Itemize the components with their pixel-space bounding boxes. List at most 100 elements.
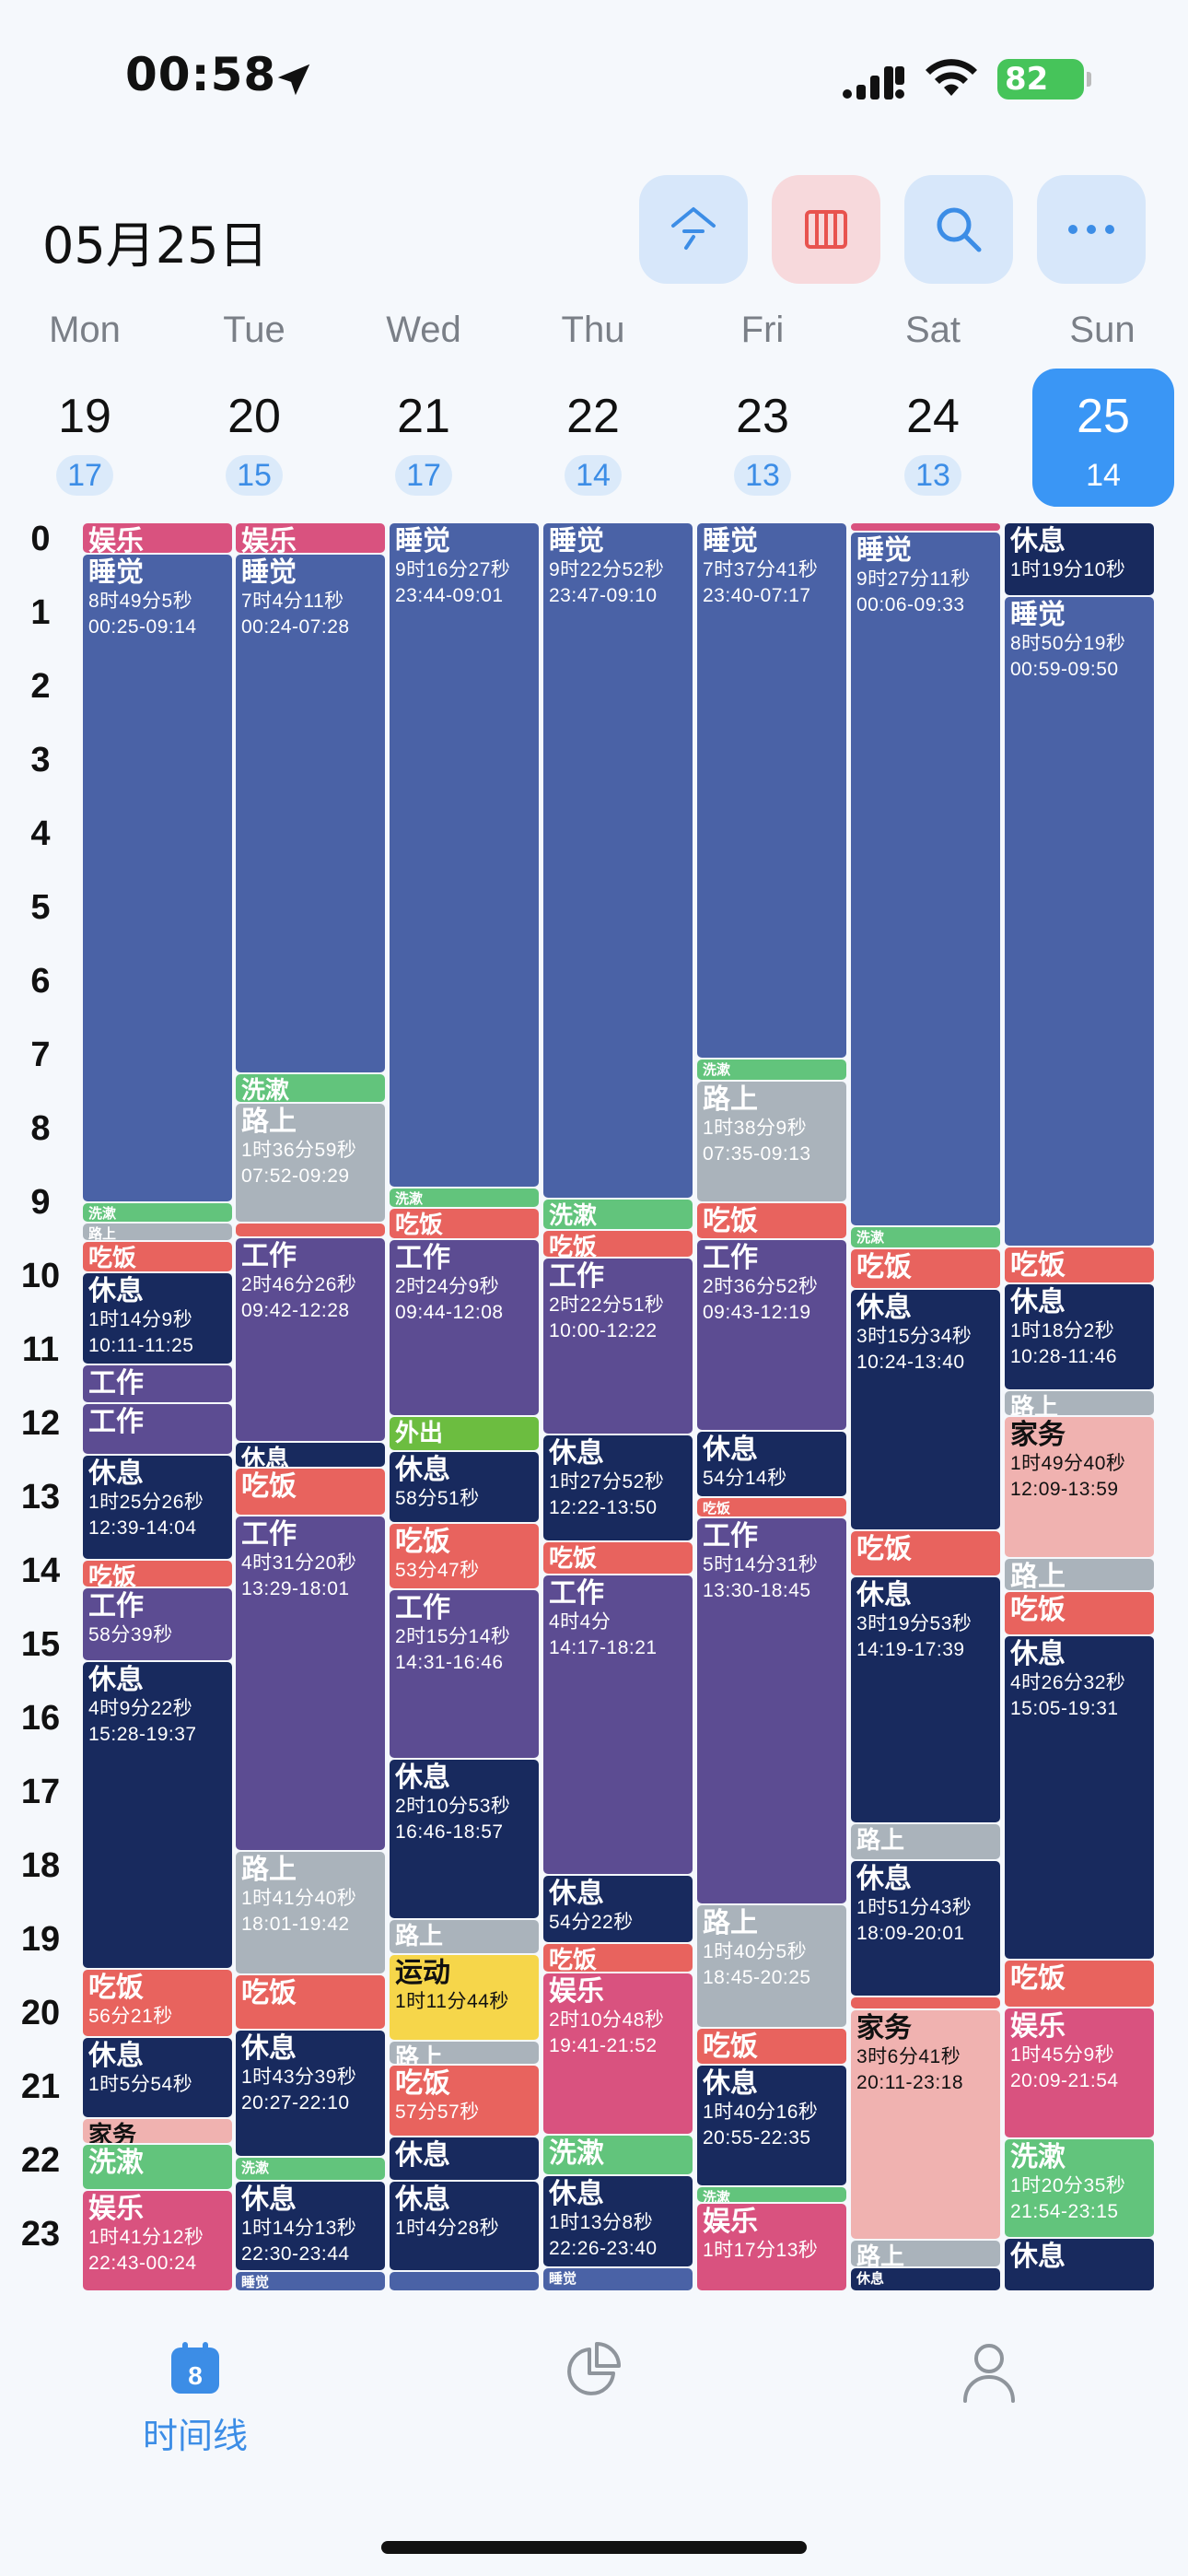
event-block-eat[interactable]: 吃饭 (697, 2028, 846, 2064)
event-block-rest[interactable]: 休息 1时13分8秒 22:26-23:40 (543, 2176, 693, 2266)
event-block-house[interactable]: 家务 (83, 2119, 232, 2143)
day-cell-23[interactable]: 23 13 (707, 369, 818, 496)
event-block-eat[interactable]: 吃饭 (543, 1944, 693, 1973)
event-block-sleep[interactable]: 睡觉 8时50分19秒 00:59-09:50 (1005, 597, 1154, 1247)
today-button[interactable] (639, 175, 748, 284)
view-toggle-button[interactable] (772, 175, 880, 284)
day-cell-24[interactable]: 24 13 (878, 369, 988, 496)
event-block-sleep[interactable]: 睡觉 (543, 2267, 693, 2290)
event-block-work[interactable]: 工作 2时46分26秒 09:42-12:28 (236, 1238, 385, 1441)
event-block-sleep[interactable] (390, 2272, 539, 2290)
event-block-rest[interactable]: 休息 2时10分53秒 16:46-18:57 (390, 1759, 539, 1918)
event-block-road[interactable]: 路上 (851, 2241, 1000, 2266)
event-block-road[interactable]: 路上 1时38分9秒 07:35-09:13 (697, 1082, 846, 1202)
event-block-eat[interactable]: 吃饭 (83, 1242, 232, 1272)
event-block-sleep[interactable]: 睡觉 (236, 2272, 385, 2290)
event-block-road[interactable]: 路上 (851, 1824, 1000, 1859)
day-cell-25-selected[interactable]: 25 14 (1032, 369, 1174, 507)
event-block-road[interactable]: 路上 (390, 2042, 539, 2064)
event-block-rest[interactable]: 休息 1时51分43秒 18:09-20:01 (851, 1861, 1000, 1996)
event-block-eat[interactable]: 吃饭 (543, 1231, 693, 1258)
event-block-rest[interactable]: 休息 58分51秒 (390, 1452, 539, 1522)
event-block-fun[interactable]: 娱乐 (236, 523, 385, 553)
event-block-sleep[interactable]: 睡觉 8时49分5秒 00:25-09:14 (83, 554, 232, 1202)
event-block-rest[interactable]: 休息 54分22秒 (543, 1876, 693, 1943)
event-block-rest[interactable]: 休息 1时18分2秒 10:28-11:46 (1005, 1284, 1154, 1389)
day-cell-21[interactable]: 21 17 (368, 369, 479, 496)
event-block-work[interactable]: 工作 2时24分9秒 09:44-12:08 (390, 1240, 539, 1416)
tab-statistics[interactable] (501, 2340, 685, 2404)
event-block-wash[interactable]: 洗漱 1时20分35秒 21:54-23:15 (1005, 2139, 1154, 2237)
event-block-work[interactable]: 工作 (83, 1364, 232, 1402)
event-block-work[interactable]: 工作 58分39秒 (83, 1588, 232, 1660)
event-block-wash[interactable]: 洗漱 (83, 2145, 232, 2189)
event-block-eat[interactable]: 吃饭 56分21秒 (83, 1969, 232, 2036)
event-block-rest[interactable]: 休息 1时14分9秒 10:11-11:25 (83, 1273, 232, 1364)
event-block-road[interactable]: 路上 (1005, 1390, 1154, 1415)
event-block-sleep[interactable]: 睡觉 7时4分11秒 00:24-07:28 (236, 554, 385, 1073)
event-block-out[interactable]: 外出 (390, 1417, 539, 1450)
event-block-eat[interactable]: 吃饭 (83, 1560, 232, 1587)
tab-profile[interactable] (897, 2340, 1081, 2409)
event-block-house[interactable]: 家务 1时49分40秒 12:09-13:59 (1005, 1416, 1154, 1557)
event-block-wash[interactable]: 洗漱 (236, 2157, 385, 2180)
event-block-wash[interactable]: 洗漱 (697, 1060, 846, 1081)
event-block-work[interactable]: 工作 2时36分52秒 09:43-12:19 (697, 1239, 846, 1430)
event-block-fun[interactable]: 娱乐 1时45分9秒 20:09-21:54 (1005, 2008, 1154, 2138)
event-block-rest[interactable]: 休息 1时43分39秒 20:27-22:10 (236, 2031, 385, 2156)
event-block-rest[interactable]: 休息 54分14秒 (697, 1431, 846, 1497)
event-block-rest[interactable]: 休息 1时4分28秒 (390, 2182, 539, 2271)
event-block-eat[interactable]: 吃饭 (1005, 1961, 1154, 2007)
event-block-work[interactable]: 工作 2时22分51秒 10:00-12:22 (543, 1259, 693, 1434)
search-button[interactable] (904, 175, 1013, 284)
event-block-wash[interactable]: 洗漱 (543, 2135, 693, 2175)
event-block-eat[interactable]: 吃饭 (851, 1531, 1000, 1575)
event-block-wash[interactable]: 洗漱 (390, 1188, 539, 1207)
event-block-eat[interactable] (851, 1997, 1000, 2009)
event-block-rest[interactable]: 休息 3时15分34秒 10:24-13:40 (851, 1290, 1000, 1530)
event-block-eat[interactable]: 吃饭 (1005, 1247, 1154, 1283)
event-block-eat[interactable]: 吃饭 (851, 1249, 1000, 1288)
event-block-wash[interactable]: 洗漱 (851, 1227, 1000, 1247)
event-block-fun[interactable]: 娱乐 1时17分13秒 (697, 2204, 846, 2290)
event-block-road[interactable]: 路上 (83, 1224, 232, 1240)
event-block-sleep[interactable]: 睡觉 9时16分27秒 23:44-09:01 (390, 523, 539, 1187)
event-block-eat[interactable]: 吃饭 57分57秒 (390, 2065, 539, 2136)
event-block-eat[interactable]: 吃饭 (697, 1203, 846, 1238)
event-block-eat[interactable]: 吃饭 (236, 1468, 385, 1516)
event-block-rest[interactable]: 休息 1时25分26秒 12:39-14:04 (83, 1456, 232, 1559)
event-block-rest[interactable]: 休息 1时19分10秒 (1005, 523, 1154, 595)
tab-timeline[interactable]: 8 时间线 (103, 2340, 287, 2458)
event-block-house[interactable]: 家务 3时6分41秒 20:11-23:18 (851, 2010, 1000, 2239)
event-block-fun[interactable]: 娱乐 (83, 523, 232, 553)
event-block-rest[interactable]: 休息 (236, 1442, 385, 1467)
event-block-road[interactable]: 路上 1时36分59秒 07:52-09:29 (236, 1103, 385, 1222)
event-block-work[interactable]: 工作 5时14分31秒 13:30-18:45 (697, 1518, 846, 1903)
day-cell-19[interactable]: 19 17 (29, 369, 140, 496)
event-block-eat[interactable]: 吃饭 (236, 1975, 385, 2029)
event-block-road[interactable]: 路上 1时41分40秒 18:01-19:42 (236, 1851, 385, 1973)
event-block-rest[interactable]: 休息 4时9分22秒 15:28-19:37 (83, 1662, 232, 1968)
event-block-sleep[interactable]: 睡觉 9时27分11秒 00:06-09:33 (851, 532, 1000, 1225)
event-block-rest[interactable]: 休息 (390, 2137, 539, 2180)
event-block-rest[interactable]: 休息 3时19分53秒 14:19-17:39 (851, 1577, 1000, 1822)
event-block-wash[interactable]: 洗漱 (236, 1074, 385, 1102)
event-block-wash[interactable]: 洗漱 (697, 2187, 846, 2202)
event-block-work[interactable]: 工作 4时4分 14:17-18:21 (543, 1575, 693, 1874)
event-block-sleep[interactable]: 睡觉 7时37分41秒 23:40-07:17 (697, 523, 846, 1059)
event-block-wash[interactable]: 洗漱 (83, 1203, 232, 1222)
event-block-fun[interactable]: 娱乐 2时10分48秒 19:41-21:52 (543, 1973, 693, 2134)
event-block-eat[interactable]: 吃饭 (697, 1498, 846, 1516)
event-block-eat[interactable] (236, 1224, 385, 1236)
event-block-rest[interactable]: 休息 4时26分32秒 15:05-19:31 (1005, 1636, 1154, 1959)
event-block-rest[interactable]: 休息 1时5分54秒 (83, 2038, 232, 2117)
event-block-work[interactable]: 工作 (83, 1404, 232, 1454)
event-block-rest[interactable]: 休息 (1005, 2238, 1154, 2290)
day-cell-22[interactable]: 22 14 (538, 369, 648, 496)
event-block-sleep[interactable]: 睡觉 9时22分52秒 23:47-09:10 (543, 523, 693, 1198)
more-button[interactable] (1037, 175, 1146, 284)
event-block-rest[interactable]: 休息 1时27分52秒 12:22-13:50 (543, 1434, 693, 1541)
event-block-eat[interactable]: 吃饭 53分47秒 (390, 1523, 539, 1589)
event-block-fun[interactable]: 娱乐 1时41分12秒 22:43-00:24 (83, 2190, 232, 2290)
day-cell-20[interactable]: 20 15 (199, 369, 309, 496)
